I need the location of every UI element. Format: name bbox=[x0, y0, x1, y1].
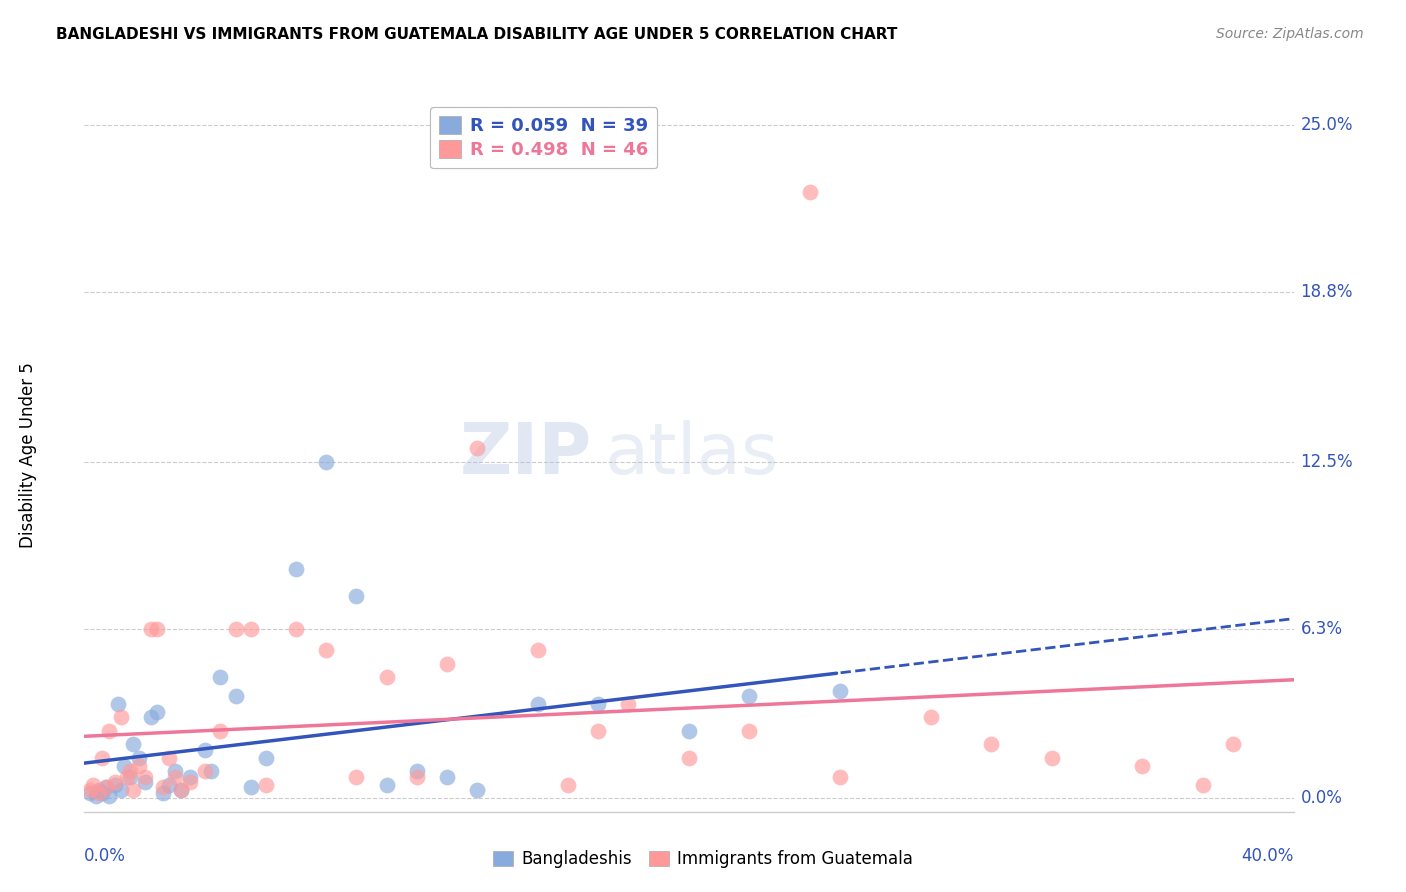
Point bbox=[980, 738, 1002, 752]
Point bbox=[94, 780, 117, 795]
Point bbox=[799, 186, 821, 200]
Point bbox=[406, 770, 429, 784]
Point bbox=[209, 723, 232, 738]
Point bbox=[346, 770, 368, 784]
Point bbox=[225, 689, 247, 703]
Point bbox=[315, 455, 337, 469]
Point bbox=[104, 775, 127, 789]
Point bbox=[1040, 751, 1063, 765]
Text: 0.0%: 0.0% bbox=[84, 847, 127, 865]
Text: ZIP: ZIP bbox=[460, 420, 592, 490]
Point bbox=[139, 622, 162, 636]
Point bbox=[110, 783, 132, 797]
Point bbox=[527, 643, 550, 657]
Point bbox=[375, 670, 398, 684]
Point bbox=[467, 783, 489, 797]
Point bbox=[152, 780, 174, 795]
Point bbox=[239, 622, 262, 636]
Text: Source: ZipAtlas.com: Source: ZipAtlas.com bbox=[1216, 27, 1364, 41]
Point bbox=[94, 780, 117, 795]
Point bbox=[194, 764, 217, 779]
Point bbox=[678, 751, 700, 765]
Point bbox=[1130, 759, 1153, 773]
Point bbox=[97, 723, 120, 738]
Point bbox=[118, 764, 141, 779]
Point bbox=[678, 723, 700, 738]
Point bbox=[194, 743, 217, 757]
Point bbox=[200, 764, 222, 779]
Text: Disability Age Under 5: Disability Age Under 5 bbox=[20, 362, 37, 548]
Legend: Bangladeshis, Immigrants from Guatemala: Bangladeshis, Immigrants from Guatemala bbox=[486, 844, 920, 875]
Point bbox=[254, 778, 277, 792]
Text: 18.8%: 18.8% bbox=[1301, 283, 1353, 301]
Point bbox=[467, 441, 489, 455]
Point bbox=[79, 783, 101, 797]
Text: 12.5%: 12.5% bbox=[1301, 452, 1353, 471]
Point bbox=[284, 562, 308, 576]
Point bbox=[1192, 778, 1215, 792]
Point bbox=[738, 723, 761, 738]
Point bbox=[118, 770, 141, 784]
Point bbox=[89, 786, 111, 800]
Point bbox=[170, 783, 193, 797]
Text: atlas: atlas bbox=[605, 420, 779, 490]
Legend: R = 0.059  N = 39, R = 0.498  N = 46: R = 0.059 N = 39, R = 0.498 N = 46 bbox=[430, 107, 658, 169]
Point bbox=[107, 697, 129, 711]
Point bbox=[121, 783, 143, 797]
Point bbox=[830, 683, 852, 698]
Point bbox=[104, 778, 127, 792]
Point bbox=[115, 770, 138, 784]
Text: 25.0%: 25.0% bbox=[1301, 116, 1353, 134]
Point bbox=[86, 789, 108, 803]
Point bbox=[170, 783, 193, 797]
Point bbox=[588, 697, 610, 711]
Point bbox=[91, 751, 114, 765]
Point bbox=[165, 764, 187, 779]
Point bbox=[128, 759, 150, 773]
Point bbox=[557, 778, 579, 792]
Point bbox=[121, 738, 143, 752]
Point bbox=[97, 789, 120, 803]
Point bbox=[134, 775, 156, 789]
Point bbox=[436, 770, 458, 784]
Point bbox=[139, 710, 162, 724]
Point bbox=[89, 783, 111, 797]
Point bbox=[91, 786, 114, 800]
Point bbox=[617, 697, 640, 711]
Point bbox=[436, 657, 458, 671]
Point bbox=[225, 622, 247, 636]
Point bbox=[588, 723, 610, 738]
Point bbox=[375, 778, 398, 792]
Point bbox=[134, 770, 156, 784]
Point bbox=[346, 589, 368, 603]
Point bbox=[284, 622, 308, 636]
Point bbox=[146, 705, 169, 719]
Point bbox=[165, 770, 187, 784]
Text: 6.3%: 6.3% bbox=[1301, 620, 1343, 638]
Text: 0.0%: 0.0% bbox=[1301, 789, 1343, 807]
Point bbox=[157, 778, 180, 792]
Point bbox=[406, 764, 429, 779]
Point bbox=[920, 710, 942, 724]
Point bbox=[1222, 738, 1244, 752]
Point bbox=[179, 770, 201, 784]
Point bbox=[152, 786, 174, 800]
Point bbox=[128, 751, 150, 765]
Text: 40.0%: 40.0% bbox=[1241, 847, 1294, 865]
Point bbox=[527, 697, 550, 711]
Text: BANGLADESHI VS IMMIGRANTS FROM GUATEMALA DISABILITY AGE UNDER 5 CORRELATION CHAR: BANGLADESHI VS IMMIGRANTS FROM GUATEMALA… bbox=[56, 27, 897, 42]
Point bbox=[157, 751, 180, 765]
Point bbox=[179, 775, 201, 789]
Point bbox=[738, 689, 761, 703]
Point bbox=[110, 710, 132, 724]
Point bbox=[254, 751, 277, 765]
Point bbox=[830, 770, 852, 784]
Point bbox=[79, 786, 101, 800]
Point bbox=[112, 759, 135, 773]
Point bbox=[146, 622, 169, 636]
Point bbox=[315, 643, 337, 657]
Point bbox=[82, 778, 104, 792]
Point bbox=[239, 780, 262, 795]
Point bbox=[209, 670, 232, 684]
